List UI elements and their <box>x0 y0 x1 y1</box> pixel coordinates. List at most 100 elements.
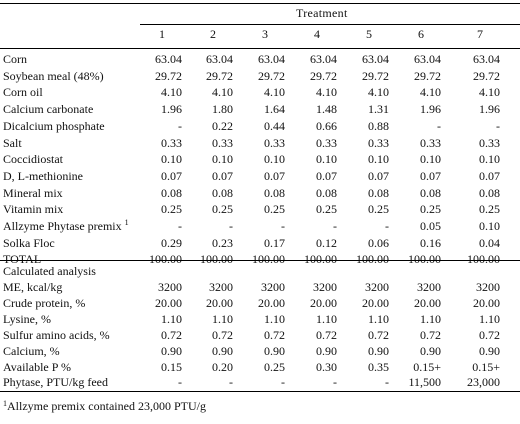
row-label: Lysine, % <box>3 311 51 327</box>
table-cell: 23,000 <box>467 375 500 390</box>
table-cell: 29.72 <box>206 68 233 83</box>
table-cell: 1.48 <box>316 102 337 117</box>
table-cell: 0.25 <box>420 202 441 217</box>
table-cell: 0.20 <box>212 359 233 374</box>
row-label: Solka Floc <box>3 235 55 251</box>
analysis-row: Crude protein, % 20.00 20.00 20.00 20.00 20.0… <box>0 295 520 311</box>
table-cell: 0.17 <box>264 235 285 250</box>
row-label-text: ME, kcal/kg <box>3 280 63 294</box>
table-cell: 0.33 <box>420 135 441 150</box>
ingredient-row: Salt 0.33 0.33 0.33 0.33 0.33 0.33 0.33 <box>0 135 520 151</box>
table-cell: 0.72 <box>479 327 500 342</box>
table-cell: 0.90 <box>316 343 337 358</box>
treatment-rule <box>140 24 520 25</box>
treatment-spanner: Treatment <box>296 6 348 20</box>
table-cell: 0.07 <box>479 168 500 183</box>
table-cell: 100.00 <box>408 252 441 267</box>
table-cell: 3200 <box>417 280 441 294</box>
column-header-4: 4 <box>314 27 320 41</box>
table-cell: - <box>229 375 233 390</box>
column-header-1: 1 <box>159 27 165 41</box>
table-cell: 0.08 <box>368 185 389 200</box>
table-cell: 0.12 <box>316 235 337 250</box>
ingredient-row: Vitamin mix 0.25 0.25 0.25 0.25 0.25 0.25 0.25 <box>0 201 520 217</box>
table-cell: 1.10 <box>264 311 285 326</box>
table-cell: 100.00 <box>356 252 389 267</box>
ingredient-row: TOTAL 100.00 100.00 100.00 100.00 100.00 100.0… <box>0 251 520 267</box>
table-cell: 3200 <box>365 280 389 294</box>
table-cell: 0.25 <box>212 202 233 217</box>
row-label-text: Corn <box>3 52 27 66</box>
table-cell: 1.80 <box>212 102 233 117</box>
row-label: Crude protein, % <box>3 295 85 311</box>
ingredient-row: Coccidiostat 0.10 0.10 0.10 0.10 0.10 0.10 0.10 <box>0 151 520 167</box>
table-cell: 0.08 <box>264 185 285 200</box>
table-cell: 0.30 <box>316 359 337 374</box>
row-label: Allzyme Phytase premix 1 <box>3 218 129 234</box>
table-cell: 0.07 <box>368 168 389 183</box>
analysis-heading: Calculated analysis <box>3 264 96 278</box>
row-label: Available P % <box>3 359 71 375</box>
table-cell: 0.25 <box>479 202 500 217</box>
analysis-row: ME, kcal/kg 3200 3200 3200 3200 3200 3200 3200 <box>0 279 520 295</box>
table-cell: 4.10 <box>264 85 285 100</box>
column-header-row: 1 2 3 4 5 6 7 <box>0 26 520 42</box>
table-cell: 1.10 <box>368 311 389 326</box>
row-label: Soybean meal (48%) <box>3 68 104 84</box>
table-cell: 0.90 <box>212 343 233 358</box>
table-cell: 0.10 <box>212 152 233 167</box>
table-cell: - <box>281 219 285 233</box>
row-label-text: D, L-methionine <box>3 168 83 183</box>
table-cell: 20.00 <box>414 295 441 310</box>
table-cell: 0.33 <box>316 135 337 150</box>
ingredient-row: Allzyme Phytase premix 1 - - - - - 0.05 0.10 <box>0 218 520 234</box>
table-cell: 29.72 <box>155 68 182 83</box>
table-cell: 3200 <box>209 280 233 294</box>
row-label-text: Available P % <box>3 359 71 374</box>
row-label-text: Soybean meal (48%) <box>3 68 104 83</box>
table-cell: - <box>178 219 182 233</box>
row-label: Salt <box>3 135 22 151</box>
table-cell: 0.10 <box>479 152 500 167</box>
table-cell: 63.04 <box>310 52 337 66</box>
row-label: Sulfur amino acids, % <box>3 327 110 343</box>
row-label: Calcium carbonate <box>3 101 93 117</box>
row-label: Phytase, PTU/kg feed <box>3 374 108 390</box>
table-cell: 0.90 <box>264 343 285 358</box>
table-cell: 63.04 <box>473 52 500 66</box>
top-rule <box>0 3 520 4</box>
ingredient-row: D, L-methionine 0.07 0.07 0.07 0.07 0.07 0.07 0… <box>0 168 520 184</box>
table-cell: 0.33 <box>264 135 285 150</box>
row-label: Vitamin mix <box>3 201 63 217</box>
column-header-5: 5 <box>366 27 372 41</box>
table-cell: 0.08 <box>212 185 233 200</box>
table-cell: 20.00 <box>155 295 182 310</box>
row-label-text: Lysine, % <box>3 311 51 326</box>
table-cell: 63.04 <box>362 52 389 66</box>
table-cell: 0.33 <box>368 135 389 150</box>
table-cell: - <box>385 219 389 233</box>
table-cell: - <box>178 375 182 390</box>
table-cell: 0.35 <box>368 359 389 374</box>
table-cell: 4.10 <box>368 85 389 100</box>
table-cell: 0.90 <box>161 343 182 358</box>
table-cell: 4.10 <box>161 85 182 100</box>
table-cell: 0.08 <box>479 185 500 200</box>
table-cell: 20.00 <box>206 295 233 310</box>
table-cell: 0.05 <box>420 219 441 233</box>
column-header-7: 7 <box>477 27 483 41</box>
ingredient-row: Soybean meal (48%) 29.72 29.72 29.72 29.72 29… <box>0 68 520 84</box>
table-cell: 0.88 <box>368 118 389 133</box>
table-cell: 0.66 <box>316 118 337 133</box>
table-cell: 0.08 <box>420 185 441 200</box>
table-cell: 0.08 <box>316 185 337 200</box>
table-cell: 29.72 <box>310 68 337 83</box>
table-cell: - <box>333 375 337 390</box>
table-cell: 20.00 <box>473 295 500 310</box>
table-cell: 0.07 <box>212 168 233 183</box>
table-cell: 1.10 <box>420 311 441 326</box>
table-cell: - <box>178 118 182 133</box>
table-cell: 1.96 <box>479 102 500 117</box>
ingredient-row: Corn oil 4.10 4.10 4.10 4.10 4.10 4.10 4.10 <box>0 84 520 100</box>
